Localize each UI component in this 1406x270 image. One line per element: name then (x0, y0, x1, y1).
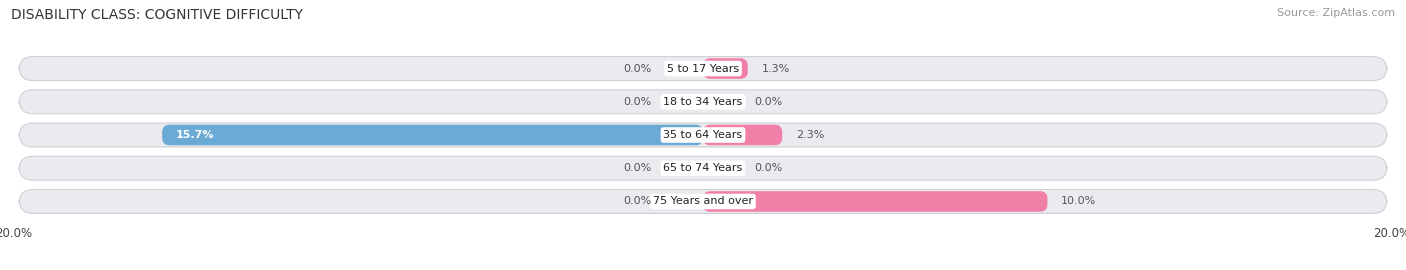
FancyBboxPatch shape (20, 57, 1386, 80)
FancyBboxPatch shape (703, 125, 782, 145)
FancyBboxPatch shape (703, 191, 1047, 212)
Text: DISABILITY CLASS: COGNITIVE DIFFICULTY: DISABILITY CLASS: COGNITIVE DIFFICULTY (11, 8, 304, 22)
Text: 0.0%: 0.0% (623, 63, 651, 73)
FancyBboxPatch shape (703, 58, 748, 79)
FancyBboxPatch shape (162, 125, 703, 145)
Text: 0.0%: 0.0% (623, 197, 651, 207)
Text: 10.0%: 10.0% (1062, 197, 1097, 207)
Text: 75 Years and over: 75 Years and over (652, 197, 754, 207)
Text: 2.3%: 2.3% (796, 130, 824, 140)
Text: 5 to 17 Years: 5 to 17 Years (666, 63, 740, 73)
Text: 1.3%: 1.3% (762, 63, 790, 73)
Text: Source: ZipAtlas.com: Source: ZipAtlas.com (1277, 8, 1395, 18)
Text: 35 to 64 Years: 35 to 64 Years (664, 130, 742, 140)
FancyBboxPatch shape (20, 90, 1386, 114)
FancyBboxPatch shape (20, 190, 1386, 213)
Text: 18 to 34 Years: 18 to 34 Years (664, 97, 742, 107)
Text: 65 to 74 Years: 65 to 74 Years (664, 163, 742, 173)
FancyBboxPatch shape (20, 123, 1386, 147)
FancyBboxPatch shape (20, 156, 1386, 180)
Text: 0.0%: 0.0% (623, 97, 651, 107)
Text: 0.0%: 0.0% (755, 97, 783, 107)
Text: 0.0%: 0.0% (755, 163, 783, 173)
Text: 15.7%: 15.7% (176, 130, 215, 140)
Text: 0.0%: 0.0% (623, 163, 651, 173)
